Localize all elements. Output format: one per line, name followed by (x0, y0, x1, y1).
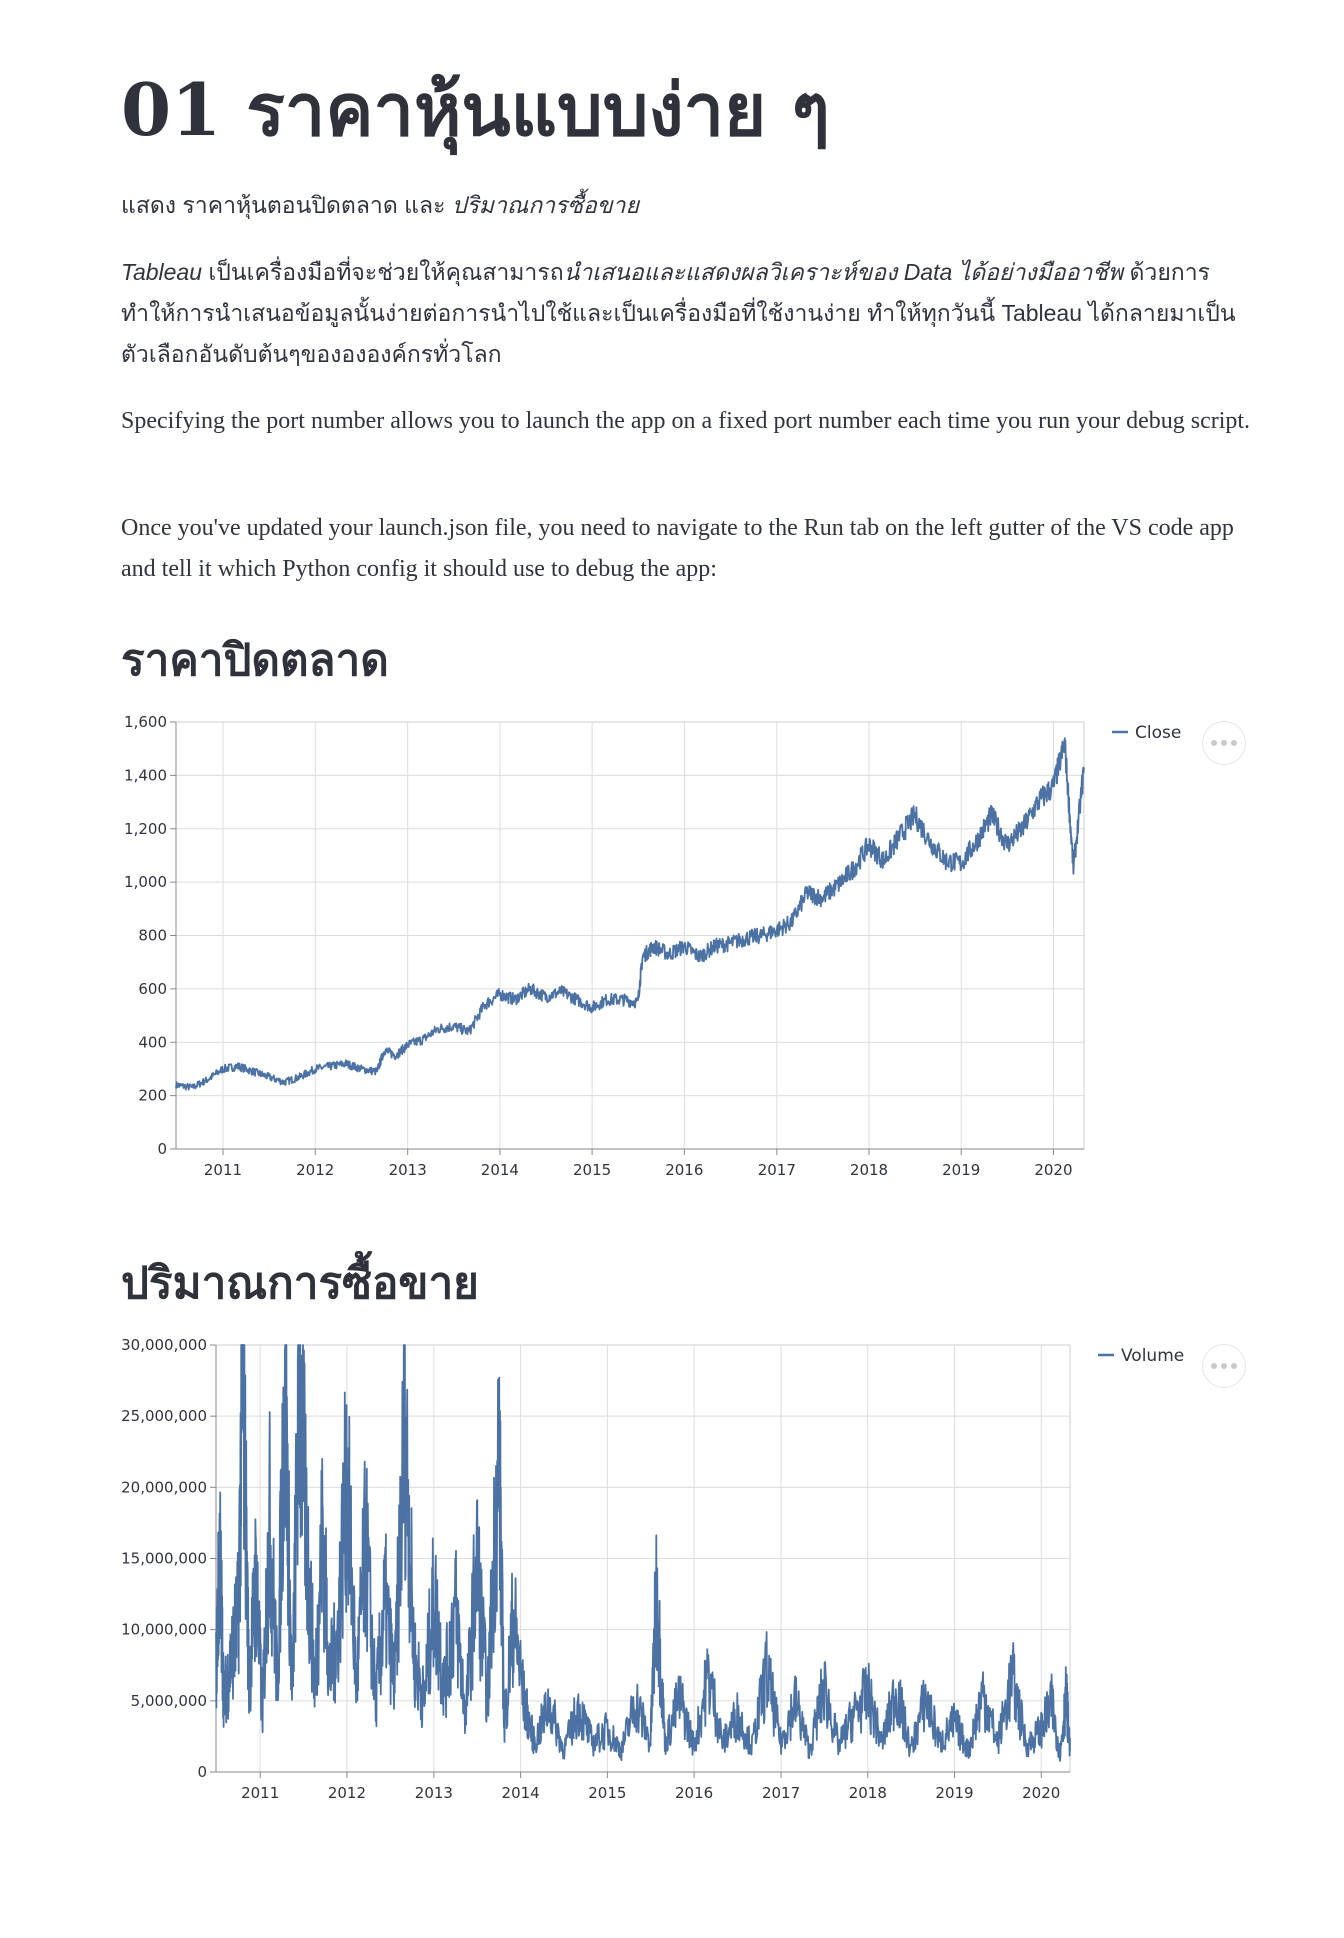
x-tick-label: 2014 (502, 1784, 540, 1802)
volume-section-heading: ปริมาณการซื้อขาย (121, 1259, 479, 1308)
y-tick-label: 5,000,000 (131, 1692, 207, 1710)
y-tick-label: 10,000,000 (121, 1621, 207, 1639)
dot-icon (1221, 1363, 1227, 1369)
y-tick-label: 30,000,000 (121, 1336, 207, 1354)
y-tick-label: 0 (157, 1140, 167, 1158)
x-tick-label: 2014 (481, 1161, 519, 1179)
x-tick-label: 2020 (1034, 1161, 1072, 1179)
intro-volume-label: ปริมาณการซื้อขาย (451, 192, 639, 218)
x-tick-label: 2019 (942, 1161, 980, 1179)
dot-icon (1221, 740, 1227, 746)
y-tick-label: 1,000 (124, 873, 167, 891)
x-tick-label: 2016 (675, 1784, 713, 1802)
x-tick-label: 2015 (573, 1161, 611, 1179)
y-tick-label: 600 (138, 980, 167, 998)
intro-conj: และ (397, 192, 452, 218)
y-tick-label: 1,600 (124, 713, 167, 731)
close-chart-svg: 0 200 400 600 800 1,000 1,200 1,400 1,600 2011 201… (124, 713, 1181, 1179)
series-line-volume (215, 1344, 1071, 1762)
x-tick-label: 2017 (758, 1161, 796, 1179)
y-tick-label: 1,400 (124, 766, 167, 784)
x-tick-label: 2015 (588, 1784, 626, 1802)
tableau-term: Tableau (121, 259, 203, 285)
tableau-text-2: ด้วยการทำให้การนำเสนอข้อมูลนั้นง่ายต่อกา… (121, 259, 1236, 367)
legend-label: Close (1135, 723, 1181, 743)
dot-icon (1231, 1363, 1237, 1369)
x-tick-label: 2017 (762, 1784, 800, 1802)
legend-label: Volume (1121, 1346, 1184, 1366)
dot-icon (1231, 740, 1237, 746)
y-tick-label: 200 (138, 1087, 167, 1105)
launch-paragraph: Once you've updated your launch.json fil… (121, 515, 1234, 582)
x-tick-label: 2013 (389, 1161, 427, 1179)
port-paragraph: Specifying the port number allows you to… (121, 408, 1251, 434)
x-tick-label: 2016 (665, 1161, 703, 1179)
intro-paragraph: แสดง ราคาหุ้นตอนปิดตลาด และ ปริมาณการซื้… (121, 188, 639, 222)
close-chart-more-button[interactable] (1202, 721, 1246, 765)
close-chart[interactable]: 0 200 400 600 800 1,000 1,200 1,400 1,600 2011 201… (121, 712, 1251, 1197)
tableau-text-1: เป็นเครื่องมือที่จะช่วยให้คุณสามารถ (202, 259, 564, 285)
volume-chart-more-button[interactable] (1202, 1344, 1246, 1388)
y-tick-label: 800 (138, 927, 167, 945)
x-tick-label: 2019 (935, 1784, 973, 1802)
x-tick-label: 2011 (204, 1161, 242, 1179)
x-tick-label: 2020 (1022, 1784, 1060, 1802)
series-line-close (175, 737, 1085, 1091)
y-tick-label: 25,000,000 (121, 1407, 207, 1425)
x-tick-label: 2012 (296, 1161, 334, 1179)
x-tick-label: 2012 (328, 1784, 366, 1802)
x-tick-label: 2018 (849, 1784, 887, 1802)
y-tick-label: 400 (138, 1033, 167, 1051)
page-title: 01 ราคาหุ้นแบบง่าย ๆ (121, 67, 830, 152)
volume-chart[interactable]: 0 5,000,000 10,000,000 15,000,000 20,000,000… (121, 1335, 1251, 1825)
dot-icon (1211, 740, 1217, 746)
y-tick-label: 20,000,000 (121, 1478, 207, 1496)
tableau-emphasis: นำเสนอและแสดงผลวิเคราะห์ของ Data ได้อย่า… (563, 259, 1124, 285)
y-tick-label: 15,000,000 (121, 1550, 207, 1568)
intro-prefix: แสดง (121, 192, 183, 218)
intro-close-label: ราคาหุ้นตอนปิดตลาด (182, 192, 398, 218)
x-tick-label: 2011 (241, 1784, 279, 1802)
tableau-paragraph: Tableau เป็นเครื่องมือที่จะช่วยให้คุณสาม… (121, 252, 1251, 375)
dot-icon (1211, 1363, 1217, 1369)
volume-chart-svg: 0 5,000,000 10,000,000 15,000,000 20,000,000… (121, 1336, 1184, 1802)
x-tick-label: 2018 (850, 1161, 888, 1179)
x-tick-label: 2013 (415, 1784, 453, 1802)
y-tick-label: 0 (197, 1763, 207, 1781)
close-section-heading: ราคาปิดตลาด (121, 636, 389, 685)
y-tick-label: 1,200 (124, 820, 167, 838)
